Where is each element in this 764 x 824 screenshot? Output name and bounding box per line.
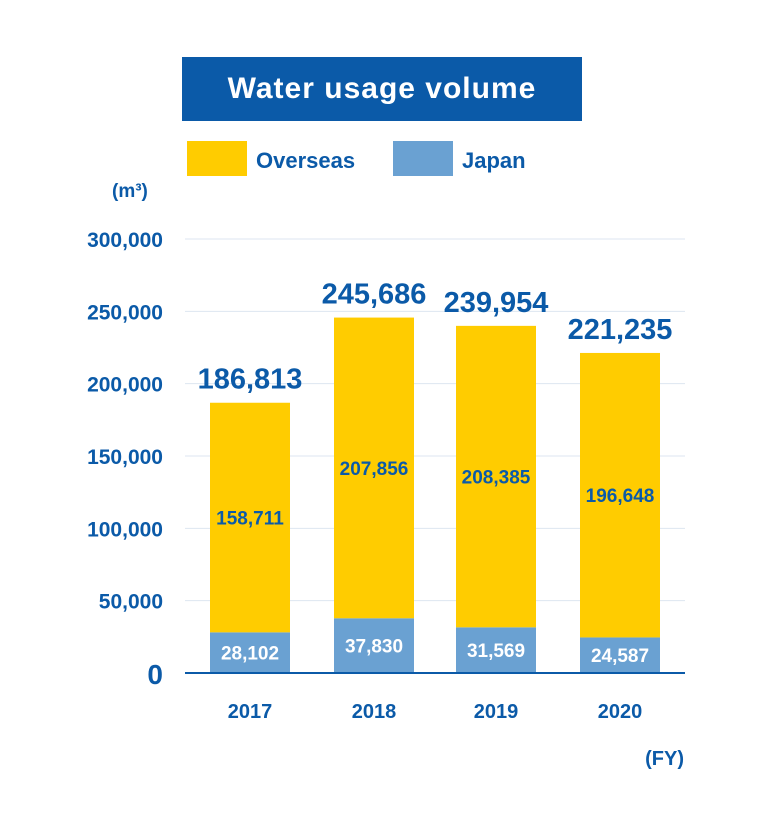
- y-tick-label: 50,000: [99, 591, 163, 614]
- y-tick-label: 200,000: [87, 374, 163, 397]
- legend-swatch-japan: [393, 141, 453, 176]
- bar-overseas: [580, 352, 660, 638]
- x-tick-label: 2017: [228, 701, 273, 723]
- data-label-japan: 28,102: [221, 644, 279, 665]
- bar-japan: [334, 618, 414, 673]
- legend-swatch-overseas: [187, 141, 247, 176]
- data-label-total: 239,954: [444, 287, 549, 319]
- data-label-overseas: 158,711: [216, 509, 284, 530]
- data-label-total: 245,686: [322, 279, 427, 311]
- data-label-overseas: 207,856: [340, 459, 409, 480]
- data-label-japan: 24,587: [591, 646, 649, 667]
- data-label-overseas: 208,385: [462, 468, 531, 489]
- bar-japan: [210, 632, 290, 673]
- bar-overseas: [334, 317, 414, 619]
- y-tick-label: 300,000: [87, 229, 163, 252]
- y-axis-unit: (m³): [112, 181, 148, 202]
- data-label-japan: 37,830: [345, 637, 403, 658]
- x-tick-label: 2020: [598, 701, 643, 723]
- y-tick-label: 150,000: [87, 446, 163, 469]
- bars-layer: [210, 317, 660, 673]
- y-tick-label: 250,000: [87, 301, 163, 324]
- legend-label-japan: Japan: [462, 148, 526, 173]
- bar-japan: [580, 637, 660, 673]
- labels-layer: 0 50,000 100,000 150,000 200,000 250,000 300,0…: [87, 229, 672, 723]
- legend-label-overseas: Overseas: [256, 148, 355, 173]
- data-label-japan: 31,569: [467, 641, 525, 662]
- data-label-overseas: 196,648: [586, 486, 655, 507]
- bar-overseas: [210, 402, 290, 633]
- data-label-total: 221,235: [568, 314, 673, 346]
- x-tick-label: 2019: [474, 701, 519, 723]
- x-tick-label: 2018: [352, 701, 397, 723]
- y-tick-label: 100,000: [87, 518, 163, 541]
- x-axis-unit: (FY): [645, 748, 684, 770]
- y-tick-label: 0: [147, 659, 163, 690]
- bar-overseas: [456, 325, 536, 628]
- chart-title: Water usage volume: [182, 57, 582, 121]
- data-label-total: 186,813: [198, 364, 303, 396]
- bar-japan: [456, 627, 536, 673]
